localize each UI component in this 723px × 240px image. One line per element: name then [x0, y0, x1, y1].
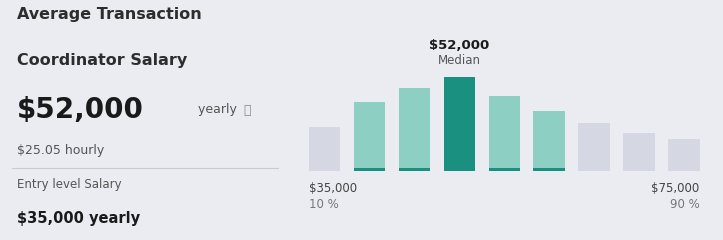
Bar: [534, 111, 565, 170]
Text: 10 %: 10 %: [309, 198, 339, 211]
Text: Entry level Salary: Entry level Salary: [17, 178, 122, 191]
Bar: [578, 123, 609, 170]
Text: $52,000: $52,000: [17, 96, 144, 124]
Text: yearly: yearly: [194, 103, 236, 116]
Bar: [534, 168, 565, 170]
Bar: [668, 168, 700, 170]
Text: $35,000: $35,000: [309, 182, 357, 195]
Text: $75,000: $75,000: [651, 182, 700, 195]
Bar: [578, 168, 609, 170]
Text: $25.05 hourly: $25.05 hourly: [17, 144, 105, 157]
Bar: [668, 138, 700, 170]
Text: Median: Median: [438, 54, 481, 67]
Bar: [399, 88, 430, 170]
Text: ⓘ: ⓘ: [243, 104, 250, 117]
Bar: [623, 168, 654, 170]
Bar: [309, 168, 341, 170]
Bar: [444, 168, 475, 170]
Bar: [309, 127, 341, 170]
Bar: [354, 168, 385, 170]
Bar: [444, 77, 475, 170]
Text: Coordinator Salary: Coordinator Salary: [17, 53, 187, 68]
Text: 90 %: 90 %: [669, 198, 700, 211]
Bar: [354, 102, 385, 170]
Bar: [623, 133, 654, 170]
Text: $35,000 yearly: $35,000 yearly: [17, 211, 140, 226]
Bar: [489, 168, 520, 170]
Text: Average Transaction: Average Transaction: [17, 7, 202, 22]
Bar: [399, 168, 430, 170]
Bar: [489, 96, 520, 170]
Text: $52,000: $52,000: [429, 39, 489, 52]
